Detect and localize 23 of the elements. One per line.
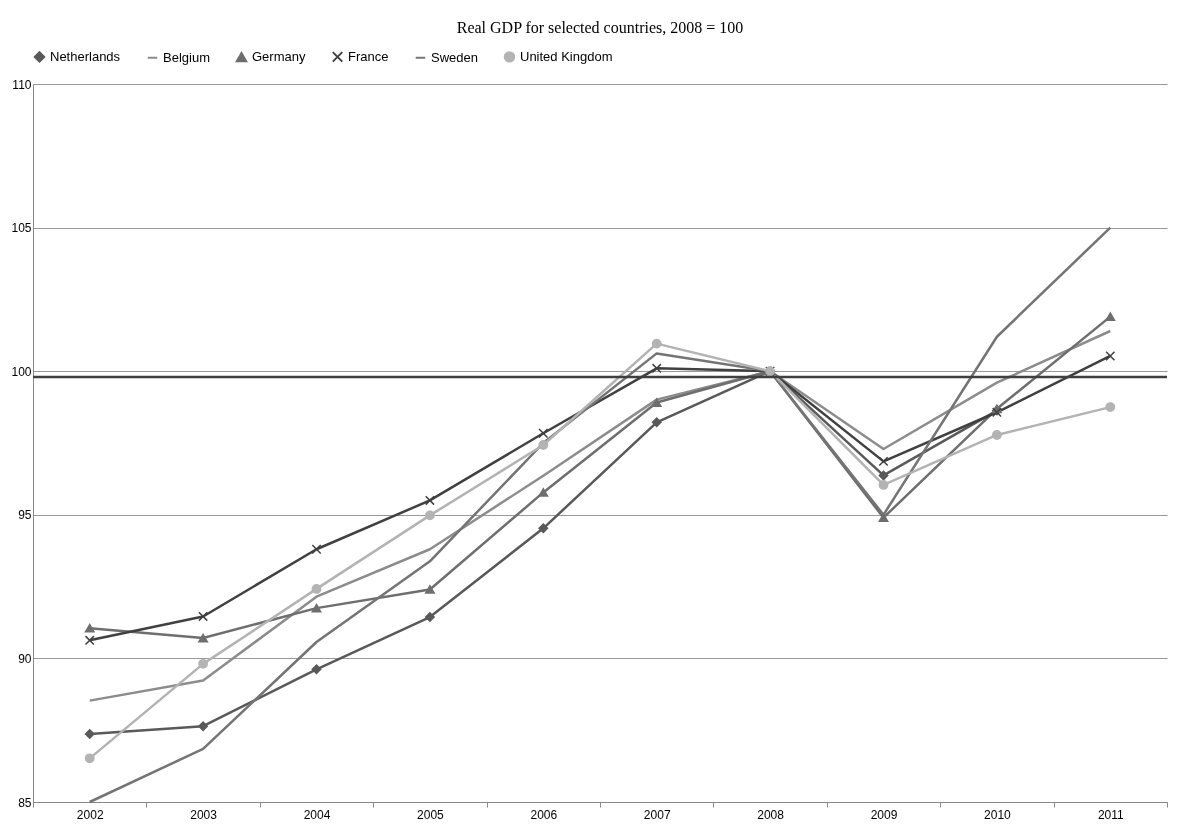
x-tick-label: 2006 <box>530 807 558 822</box>
legend-label: Sweden <box>431 49 478 65</box>
y-tick-label: 85 <box>18 795 32 810</box>
x-tick-label: 2007 <box>643 807 671 822</box>
y-tick-label: 95 <box>18 508 32 523</box>
x-tick-label: 2002 <box>76 807 104 822</box>
legend-label: United Kingdom <box>520 48 613 64</box>
y-tick-label: 100 <box>11 364 32 379</box>
y-tick-label: 110 <box>12 77 32 92</box>
y-tick-label: 105 <box>11 221 32 236</box>
x-tick-label: 2003 <box>190 807 218 822</box>
x-tick-label: 2005 <box>417 807 445 822</box>
x-tick-label: 2010 <box>984 807 1012 822</box>
x-tick-label: 2008 <box>757 807 785 822</box>
legend-label: Belgium <box>163 49 210 65</box>
legend-label: Germany <box>252 49 306 65</box>
legend-label: France <box>348 48 389 64</box>
legend-label: Netherlands <box>50 48 121 64</box>
x-tick-label: 2011 <box>1097 807 1125 822</box>
x-tick-label: 2009 <box>870 807 898 822</box>
y-tick-label: 90 <box>18 651 32 666</box>
x-tick-label: 2004 <box>303 807 331 822</box>
chart-title: Real GDP for selected countries, 2008 = 100 <box>456 19 744 36</box>
